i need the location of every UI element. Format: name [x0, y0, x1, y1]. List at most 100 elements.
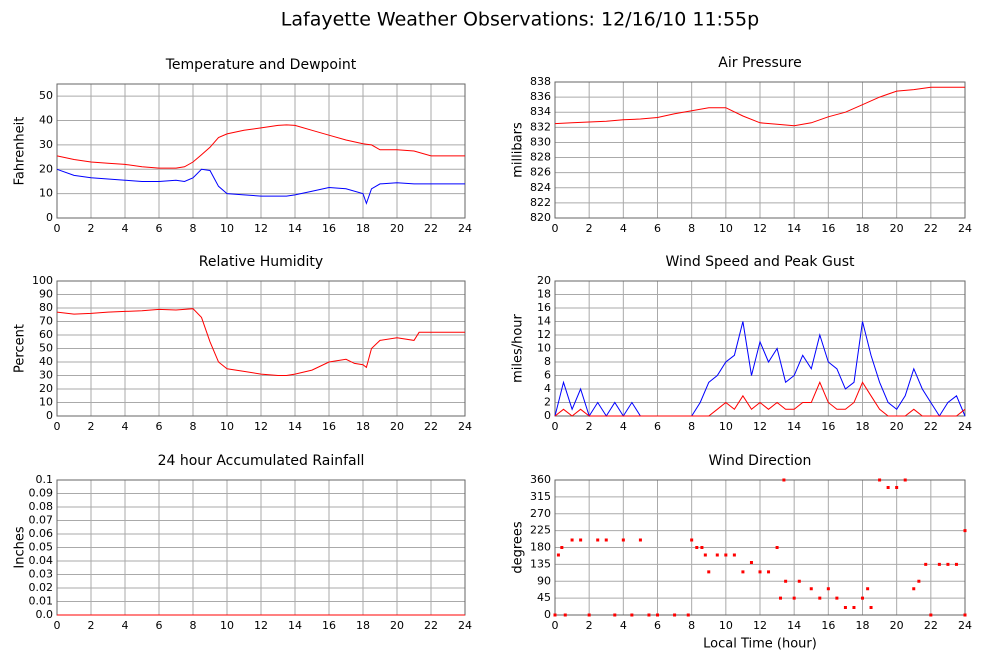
data-point: [792, 596, 796, 600]
y-tick-label: 18: [537, 288, 551, 301]
data-point: [886, 486, 890, 489]
data-point: [621, 538, 625, 542]
y-tick-label: 70: [39, 315, 53, 328]
x-tick-label: 0: [54, 619, 61, 632]
x-tick-label: 16: [322, 222, 336, 235]
y-tick-label: 820: [530, 211, 551, 224]
x-tick-label: 2: [88, 420, 95, 433]
data-point: [861, 596, 864, 600]
x-tick-label: 10: [719, 619, 733, 632]
y-axis-label: degrees: [511, 521, 526, 574]
y-tick-label: 135: [530, 557, 551, 570]
y-tick-label: 20: [39, 162, 53, 175]
x-tick-label: 22: [924, 420, 938, 433]
x-tick-label: 18: [356, 420, 370, 433]
x-tick-label: 12: [254, 619, 268, 632]
x-tick-label: 0: [552, 222, 559, 235]
y-tick-label: 0: [544, 608, 551, 621]
x-tick-label: 8: [190, 222, 197, 235]
x-tick-label: 16: [821, 420, 835, 433]
y-tick-label: 824: [530, 181, 551, 194]
y-tick-label: 6: [544, 369, 551, 382]
data-point: [570, 538, 574, 542]
y-tick-label: 0.07: [29, 514, 54, 527]
y-tick-label: 0.02: [29, 581, 54, 594]
data-point: [638, 538, 642, 542]
x-tick-label: 4: [620, 222, 627, 235]
y-tick-label: 822: [530, 196, 551, 209]
x-tick-label: 8: [688, 420, 695, 433]
y-tick-label: 90: [537, 574, 551, 587]
y-axis-label: Inches: [13, 526, 28, 568]
x-tick-label: 0: [54, 420, 61, 433]
x-tick-label: 2: [586, 222, 593, 235]
data-point: [835, 596, 839, 600]
data-point: [563, 613, 567, 617]
y-tick-label: 4: [544, 382, 551, 395]
y-tick-label: 0.05: [29, 541, 54, 554]
data-point: [946, 562, 950, 566]
x-tick-label: 12: [753, 420, 767, 433]
data-point: [604, 538, 608, 542]
x-tick-label: 12: [254, 222, 268, 235]
y-tick-label: 225: [530, 524, 551, 537]
x-tick-label: 6: [156, 619, 163, 632]
x-tick-label: 24: [958, 222, 972, 235]
data-line: [554, 86, 965, 127]
x-tick-label: 2: [586, 420, 593, 433]
y-tick-label: 0.03: [29, 568, 54, 581]
y-tick-label: 0: [46, 211, 53, 224]
x-tick-label: 4: [620, 619, 627, 632]
data-point: [917, 579, 921, 583]
x-tick-label: 22: [424, 222, 438, 235]
y-tick-label: 0.09: [29, 487, 54, 500]
data-point: [767, 570, 771, 574]
x-tick-label: 20: [890, 222, 904, 235]
data-line: [56, 168, 465, 205]
plot-frame: [554, 280, 966, 417]
y-tick-label: 100: [32, 274, 53, 287]
data-point: [724, 553, 728, 557]
x-tick-label: 16: [821, 222, 835, 235]
x-tick-label: 6: [156, 420, 163, 433]
plot-frame: [554, 479, 966, 616]
x-tick-label: 20: [390, 222, 404, 235]
data-point: [703, 553, 707, 557]
x-tick-label: 18: [356, 222, 370, 235]
y-tick-label: 830: [530, 135, 551, 148]
y-tick-label: 50: [39, 89, 53, 102]
data-point: [797, 579, 801, 583]
x-tick-label: 22: [924, 222, 938, 235]
x-tick-label: 14: [787, 222, 801, 235]
data-point: [587, 613, 591, 617]
x-tick-label: 22: [924, 619, 938, 632]
data-point: [779, 596, 782, 600]
x-tick-label: 20: [890, 420, 904, 433]
x-tick-label: 24: [458, 619, 472, 632]
x-tick-label: 20: [390, 619, 404, 632]
data-point: [924, 562, 928, 566]
y-tick-label: 8: [544, 355, 551, 368]
y-tick-label: 828: [530, 151, 551, 164]
x-tick-label: 10: [220, 619, 234, 632]
x-tick-label: 24: [958, 420, 972, 433]
data-point: [784, 579, 788, 583]
data-line: [56, 124, 465, 169]
data-point: [707, 570, 711, 574]
data-point: [826, 587, 830, 591]
y-tick-label: 0.0: [36, 608, 54, 621]
x-tick-label: 12: [254, 420, 268, 433]
x-tick-label: 22: [424, 420, 438, 433]
y-tick-label: 90: [39, 288, 53, 301]
y-tick-label: 10: [39, 187, 53, 200]
x-tick-label: 0: [552, 619, 559, 632]
data-point: [673, 613, 677, 617]
y-tick-label: 16: [537, 301, 551, 314]
x-tick-label: 14: [787, 619, 801, 632]
data-point: [596, 538, 600, 542]
data-point: [852, 606, 856, 609]
data-point: [775, 546, 779, 549]
x-tick-label: 8: [190, 420, 197, 433]
y-tick-label: 838: [530, 75, 551, 88]
